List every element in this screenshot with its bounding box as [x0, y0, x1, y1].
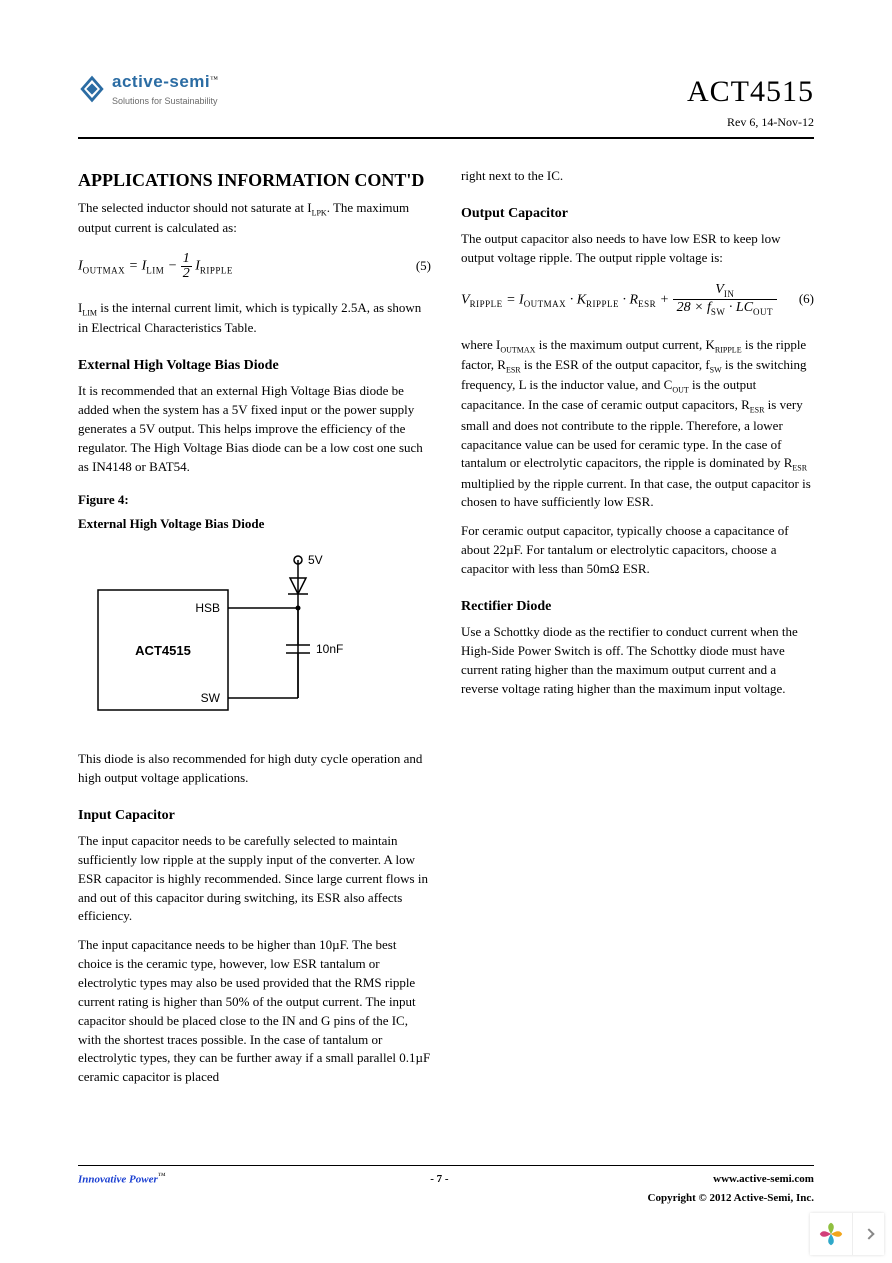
pin-hsb: HSB [195, 601, 220, 615]
subscript: LIM [82, 309, 97, 318]
footer-website: www.active-semi.com [713, 1172, 814, 1188]
para-continuation: right next to the IC. [461, 167, 814, 186]
next-page-button[interactable] [852, 1213, 884, 1255]
doc-revision: Rev 6, 14-Nov-12 [687, 114, 814, 131]
doc-title-block: ACT4515 Rev 6, 14-Nov-12 [687, 70, 814, 131]
viewer-nav [810, 1213, 884, 1255]
equation-5: IOUTMAX = ILIM − 1 2 IRIPPLE (5) [78, 252, 431, 281]
eq5-number: (5) [416, 257, 431, 276]
logo-tagline: Solutions for Sustainability [112, 95, 218, 108]
para-output-cap-values: For ceramic output capacitor, typically … [461, 522, 814, 579]
logo-text: active-semi™ Solutions for Sustainabilit… [112, 70, 218, 108]
para-input-cap-2: The input capacitance needs to be higher… [78, 936, 431, 1087]
supply-label: 5V [308, 553, 323, 567]
logo-tm: ™ [210, 75, 218, 84]
para-output-cap-intro: The output capacitor also needs to have … [461, 230, 814, 268]
heading-rectifier: Rectifier Diode [461, 597, 814, 617]
para-eq6-explain: where IOUTMAX is the maximum output curr… [461, 336, 814, 512]
eq6-body: VRIPPLE = IOUTMAX · KRIPPLE · RESR + VIN… [461, 282, 777, 318]
para-rectifier: Use a Schottky diode as the rectifier to… [461, 623, 814, 698]
subscript: LPK [312, 209, 327, 218]
logo-name: active-semi [112, 72, 210, 91]
body-columns: APPLICATIONS INFORMATION CONT'D The sele… [78, 167, 814, 1097]
right-column: right next to the IC. Output Capacitor T… [461, 167, 814, 1097]
text: The selected inductor should not saturat… [78, 200, 312, 215]
para-input-cap-1: The input capacitor needs to be carefull… [78, 832, 431, 926]
page: active-semi™ Solutions for Sustainabilit… [0, 0, 892, 1137]
page-header: active-semi™ Solutions for Sustainabilit… [78, 70, 814, 139]
logo-icon [78, 75, 106, 103]
viewer-logo-icon [810, 1213, 852, 1255]
figure-caption: External High Voltage Bias Diode [78, 515, 431, 534]
footer-copyright: Copyright © 2012 Active-Semi, Inc. [78, 1191, 814, 1207]
page-number: - 7 - [430, 1172, 448, 1188]
company-logo: active-semi™ Solutions for Sustainabilit… [78, 70, 218, 108]
text: is the internal current limit, which is … [78, 300, 421, 335]
para-ext-diode: It is recommended that an external High … [78, 382, 431, 476]
eq6-number: (6) [799, 290, 814, 309]
eq5-body: IOUTMAX = ILIM − 1 2 IRIPPLE [78, 252, 233, 281]
figure-label: Figure 4: [78, 491, 431, 510]
section-title: APPLICATIONS INFORMATION CONT'D [78, 167, 431, 193]
heading-output-cap: Output Capacitor [461, 204, 814, 224]
chip-label: ACT4515 [135, 643, 191, 658]
page-footer: Innovative Power™ - 7 - www.active-semi.… [78, 1165, 814, 1207]
figure-4-diagram: ACT4515 HSB SW 5V [78, 550, 358, 730]
heading-ext-diode: External High Voltage Bias Diode [78, 356, 431, 376]
chevron-right-icon [863, 1228, 874, 1239]
para-ilim: ILIM is the internal current limit, whic… [78, 299, 431, 338]
footer-innovative: Innovative Power™ [78, 1170, 166, 1189]
equation-6: VRIPPLE = IOUTMAX · KRIPPLE · RESR + VIN… [461, 282, 814, 318]
pin-sw: SW [201, 691, 221, 705]
heading-input-cap: Input Capacitor [78, 806, 431, 826]
doc-title: ACT4515 [687, 70, 814, 114]
left-column: APPLICATIONS INFORMATION CONT'D The sele… [78, 167, 431, 1097]
cap-label: 10nF [316, 642, 343, 656]
para-diode-rec: This diode is also recommended for high … [78, 750, 431, 788]
para-inductor: The selected inductor should not saturat… [78, 199, 431, 238]
